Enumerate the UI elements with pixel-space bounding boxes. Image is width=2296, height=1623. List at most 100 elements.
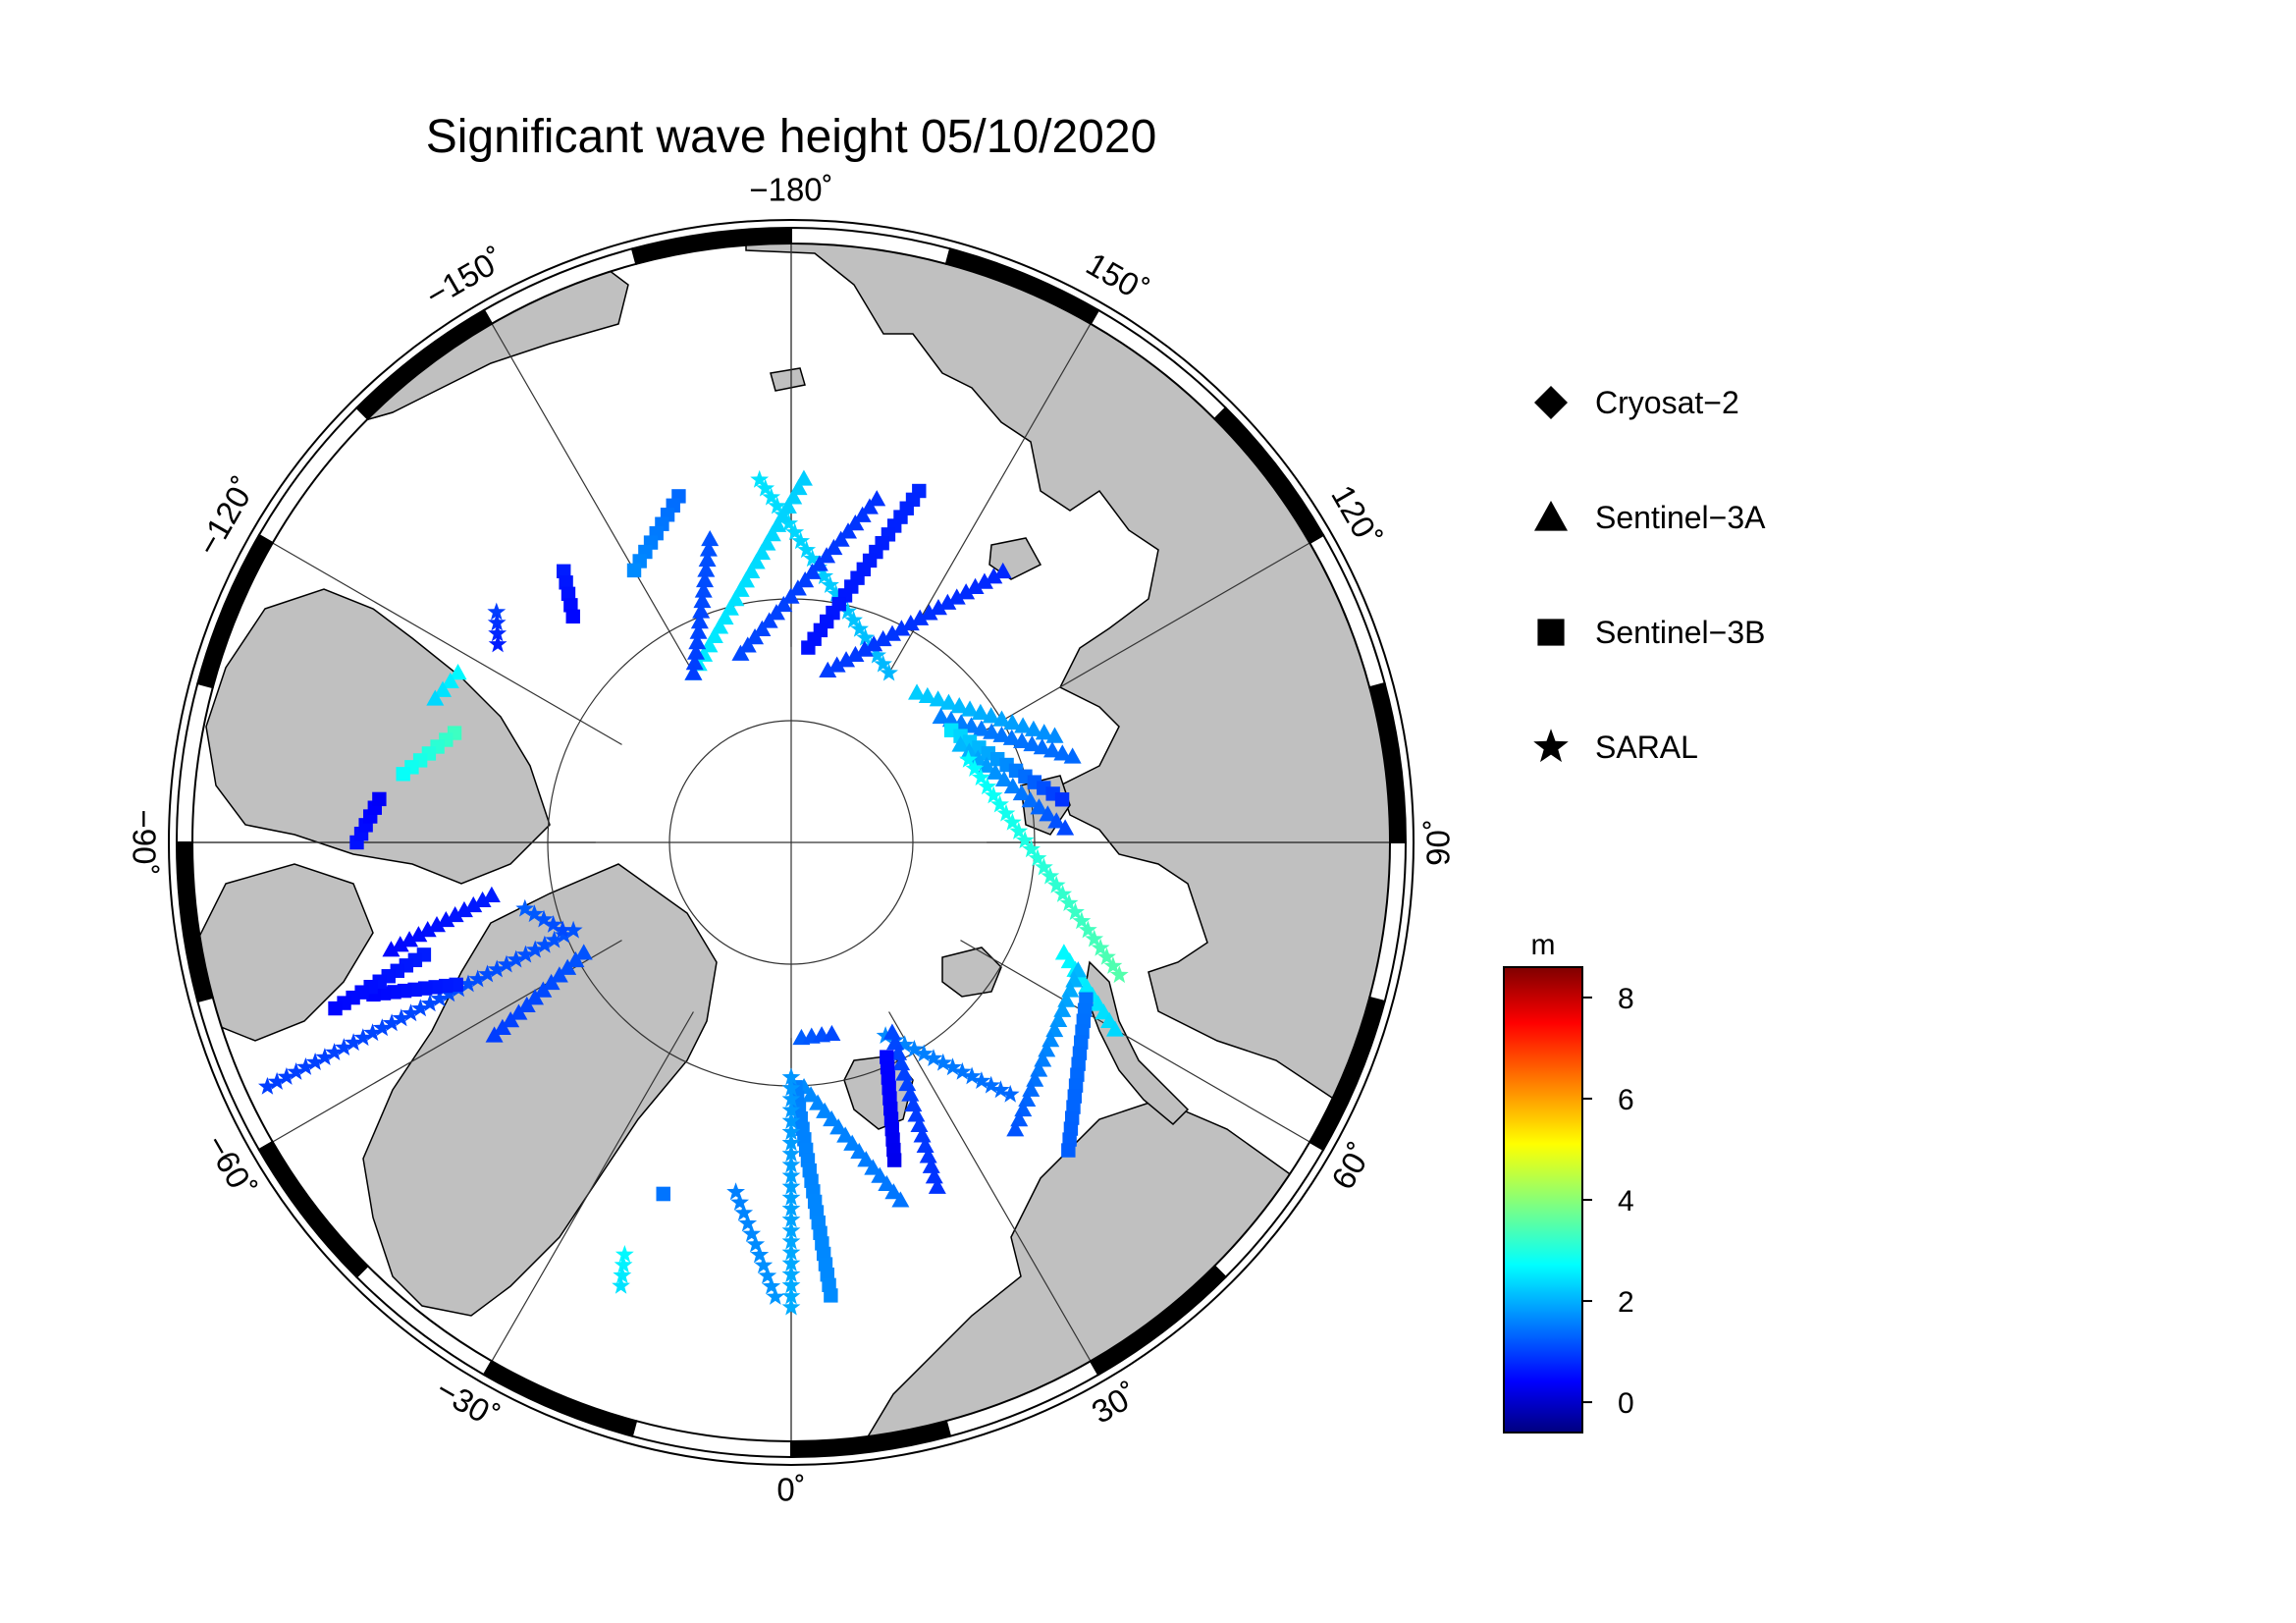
track-marker [913, 1126, 932, 1143]
track-marker [1006, 1120, 1025, 1137]
track-marker [1109, 965, 1129, 984]
colorbar-ticks: 0 2 4 6 8 [1582, 983, 1634, 1420]
track-marker [1072, 1046, 1088, 1060]
frame-outer-ring [168, 219, 1415, 1466]
track-marker [819, 661, 837, 677]
track-marker [1003, 713, 1022, 730]
meridian-line [960, 542, 1310, 745]
track-marker [978, 756, 996, 773]
track-marker [1023, 734, 1041, 752]
colorbar-tick-label: 4 [1618, 1185, 1634, 1217]
track-marker [1066, 902, 1085, 921]
track-marker [613, 1266, 632, 1284]
track-marker [781, 1220, 801, 1239]
track-marker [938, 593, 957, 610]
track-marker [731, 644, 750, 661]
track-marker [886, 1153, 902, 1167]
track-marker [952, 1061, 972, 1080]
track-marker [1070, 1067, 1085, 1082]
track-marker [553, 920, 572, 939]
track-marker [901, 614, 920, 631]
track-marker [918, 686, 936, 704]
track-marker [686, 643, 705, 660]
track-marker [478, 964, 497, 983]
colorbar-tick-label: 2 [1618, 1286, 1634, 1319]
track-marker [344, 1033, 363, 1052]
track-marker [738, 1214, 758, 1232]
track-marker [1072, 911, 1092, 930]
track-marker [781, 1297, 801, 1316]
track-marker [1003, 812, 1022, 831]
track-marker [468, 969, 488, 988]
colorbar-unit: m [1531, 929, 1556, 961]
track-marker [815, 567, 834, 585]
track-marker [781, 1122, 801, 1141]
track-marker [1035, 857, 1053, 876]
track-marker [884, 1183, 903, 1200]
track-marker [984, 785, 1003, 804]
track-marker [1079, 992, 1094, 1006]
track-marker [563, 598, 578, 613]
track-marker [559, 575, 573, 590]
track-marker [1063, 747, 1082, 764]
track-marker [454, 900, 473, 918]
track-marker [690, 612, 709, 629]
track-marker [972, 1071, 991, 1089]
track-marker [969, 749, 988, 766]
track-marker [1078, 920, 1097, 939]
track-marker [864, 1159, 882, 1175]
track-marker [626, 563, 642, 578]
colorbar-tick-label: 0 [1618, 1387, 1634, 1420]
track-marker [892, 1054, 911, 1071]
track-marker [1000, 1084, 1020, 1103]
track-marker [738, 636, 757, 653]
track-marker [535, 935, 555, 953]
track-marker [756, 478, 775, 497]
track-marker [871, 1166, 889, 1183]
track-marker [843, 1134, 862, 1151]
track-marker [473, 891, 492, 908]
track-marker [1039, 805, 1057, 822]
track-marker [372, 1018, 392, 1037]
track-marker [922, 1157, 940, 1173]
longitude-label: 60˚ [1324, 1137, 1379, 1196]
track-marker [277, 1067, 296, 1085]
track-marker [1063, 1121, 1079, 1136]
track-marker [892, 620, 911, 636]
track-marker [880, 663, 898, 681]
track-marker [315, 1048, 335, 1065]
track-marker [860, 498, 879, 514]
track-marker [957, 583, 976, 600]
legend-label: Sentinel−3A [1595, 500, 1766, 535]
track-marker [1075, 1024, 1090, 1039]
track-marker [396, 767, 410, 782]
track-marker [810, 555, 828, 571]
track-marker [1062, 1132, 1077, 1147]
track-marker [699, 540, 718, 557]
track-marker [895, 1064, 914, 1081]
track-marker [692, 602, 711, 619]
track-marker [781, 1078, 801, 1097]
track-marker [836, 1126, 855, 1143]
track-marker [1012, 784, 1031, 801]
track-marker [996, 803, 1016, 822]
track-marker [488, 634, 507, 653]
track-marker [785, 522, 805, 541]
meridian-line [888, 1011, 1092, 1362]
longitude-label: 90˚ [1420, 819, 1457, 866]
track-marker [401, 1003, 420, 1022]
track-marker [802, 1086, 821, 1103]
track-marker [565, 609, 580, 624]
track-marker [517, 996, 536, 1013]
track-marker [891, 1191, 910, 1208]
track-marker [838, 602, 857, 620]
track-marker [781, 1210, 801, 1228]
track-marker [698, 550, 717, 568]
track-marker [828, 656, 846, 673]
track-marker [781, 1286, 801, 1305]
track-marker [781, 1165, 801, 1184]
track-marker [829, 1118, 848, 1135]
track-marker [1042, 741, 1061, 758]
track-marker [823, 1024, 841, 1042]
track-marker [507, 949, 526, 968]
